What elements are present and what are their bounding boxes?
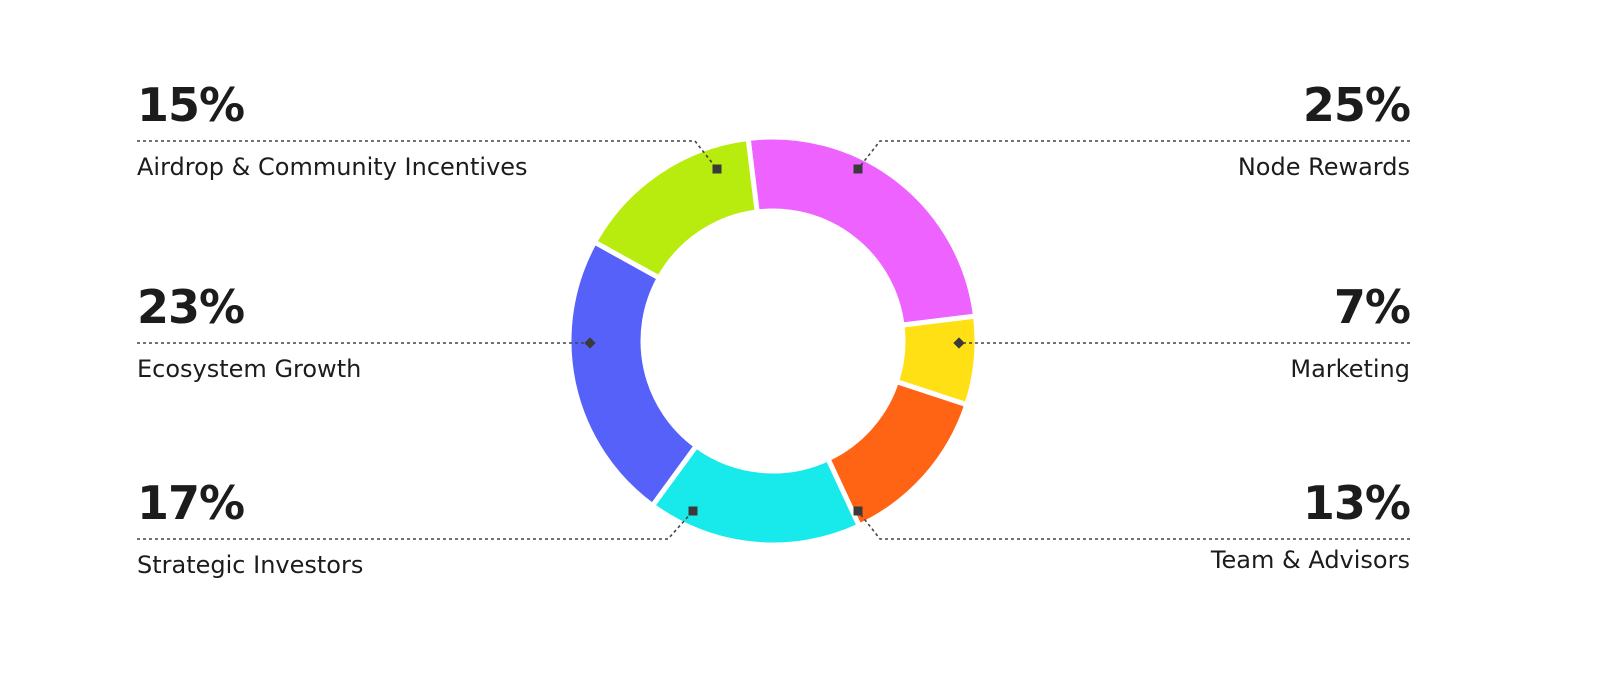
donut-segment [745,134,978,328]
marker [953,337,965,349]
percent-label: 25% [1303,78,1410,132]
donut-segment [566,239,699,509]
percent-label: 7% [1334,280,1410,334]
category-label: Team & Advisors [1210,546,1410,574]
marker [853,164,863,174]
percent-label: 13% [1303,476,1410,530]
category-label: Marketing [1290,355,1410,383]
percent-label: 23% [137,280,244,334]
leader-line [857,140,1410,170]
category-label: Node Rewards [1238,153,1410,181]
percent-label: 17% [137,476,244,530]
leader-line [137,140,718,170]
marker [712,164,722,174]
category-label: Ecosystem Growth [137,355,361,383]
marker [853,506,863,516]
leader-line [857,510,1410,540]
category-label: Airdrop & Community Incentives [137,153,528,181]
marker [688,506,698,516]
category-label: Strategic Investors [137,551,363,579]
leader-line [137,510,694,540]
percent-label: 15% [137,78,244,132]
marker [584,337,596,349]
donut-segment [592,136,760,281]
